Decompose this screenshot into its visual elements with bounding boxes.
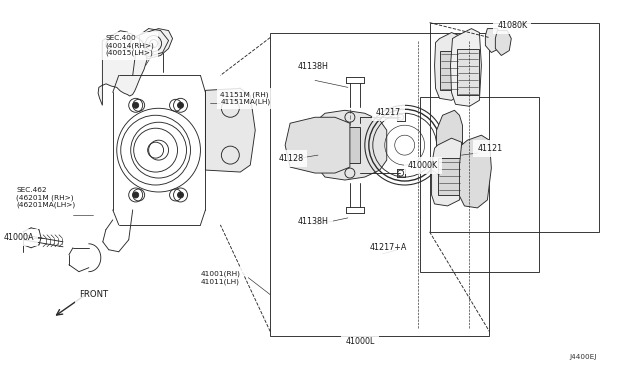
Polygon shape [333,127,360,163]
Polygon shape [438,158,461,195]
Circle shape [177,192,184,198]
Polygon shape [495,31,511,55]
Polygon shape [460,135,492,208]
Bar [429,23,599,232]
Text: 41217: 41217 [376,108,401,117]
Text: 41217+A: 41217+A [370,243,407,252]
Polygon shape [436,110,463,180]
Text: 41000K: 41000K [408,161,438,170]
Polygon shape [435,33,461,100]
Text: 41151M (RH)
41151MA(LH): 41151M (RH) 41151MA(LH) [220,92,271,105]
Text: J4400EJ: J4400EJ [569,355,596,360]
Circle shape [177,102,184,108]
Polygon shape [440,51,460,90]
Bar [270,33,490,336]
Polygon shape [485,29,501,52]
Polygon shape [285,117,350,173]
Text: SEC.400
(40014(RH>)
(40015(LH>): SEC.400 (40014(RH>) (40015(LH>) [106,35,155,56]
Text: 41000L: 41000L [345,337,374,346]
Text: 41138H: 41138H [298,217,329,227]
Text: 41138H: 41138H [298,62,329,71]
Text: 41000A: 41000A [3,233,34,242]
Text: SEC.462
(46201M (RH>)
(46201MA(LH>): SEC.462 (46201M (RH>) (46201MA(LH>) [16,187,76,208]
Polygon shape [458,48,479,95]
Text: 41128: 41128 [278,154,303,163]
Text: 41121: 41121 [477,144,502,153]
Text: 41001(RH)
41011(LH): 41001(RH) 41011(LH) [200,271,241,285]
Polygon shape [106,31,131,52]
Polygon shape [205,89,255,172]
Polygon shape [98,32,147,105]
Text: 41080K: 41080K [497,21,527,30]
Circle shape [132,102,139,108]
Text: FRONT: FRONT [79,290,108,299]
Polygon shape [431,138,463,206]
Polygon shape [317,110,387,180]
Polygon shape [125,29,173,58]
Bar [420,97,539,272]
Circle shape [132,192,139,198]
Polygon shape [451,29,481,106]
